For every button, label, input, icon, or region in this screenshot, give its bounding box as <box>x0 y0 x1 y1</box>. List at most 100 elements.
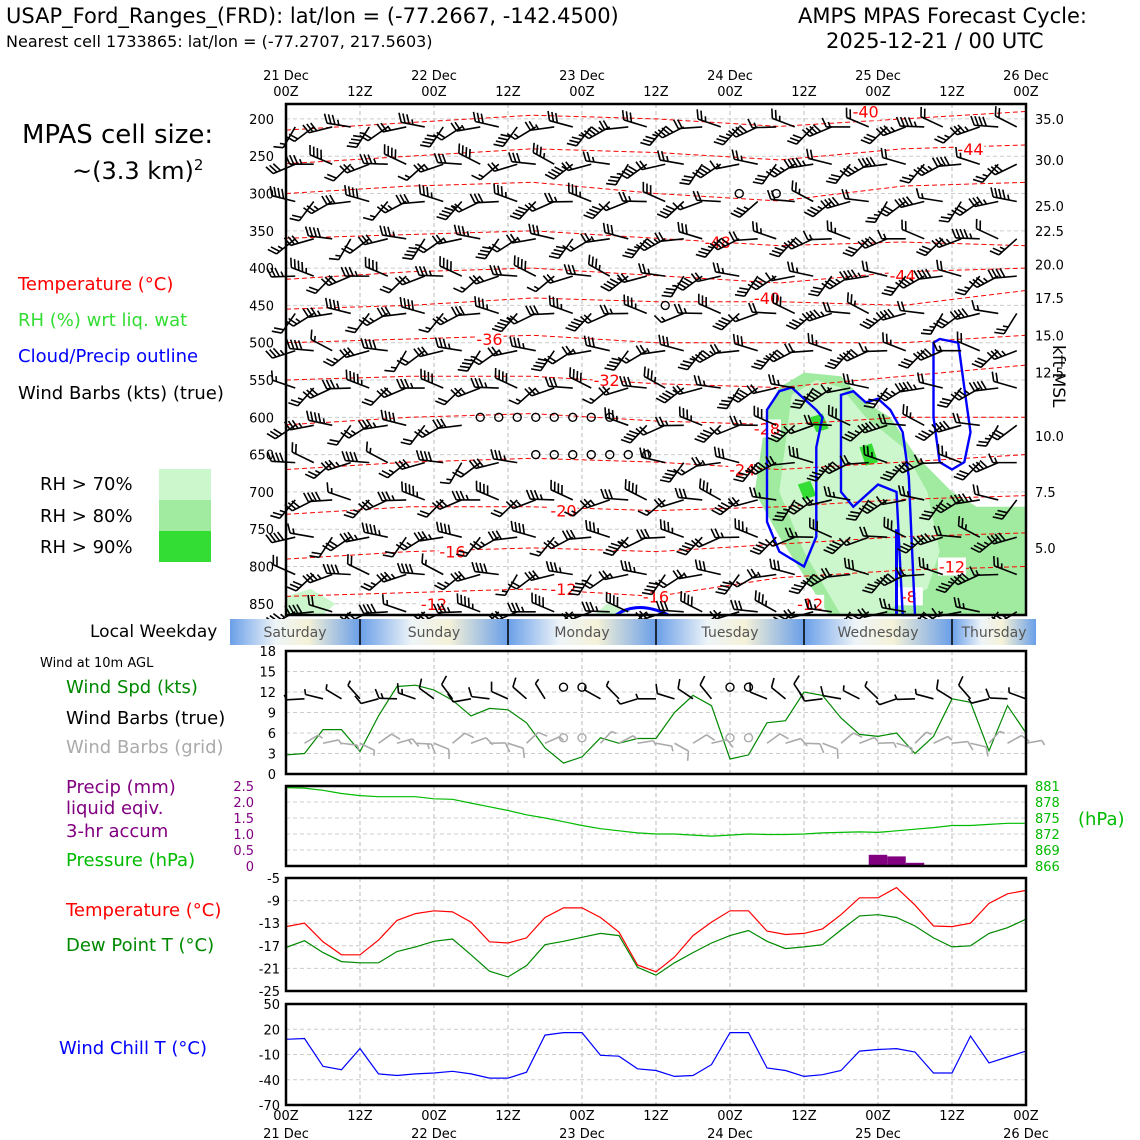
cross-section-wind-barb-flag <box>898 566 906 577</box>
cross-section-wind-barb-half <box>964 126 970 132</box>
cross-section-wind-barb-flag <box>916 166 926 175</box>
cross-section-wind-barb-flag <box>654 232 661 242</box>
cross-section-wind-barb-half <box>616 415 618 422</box>
cross-section-wind-barb-flag <box>957 309 965 318</box>
cross-section-wind-barb <box>916 238 944 257</box>
cross-section-wind-barb <box>341 450 370 464</box>
cross-section-wind-barb-flag <box>326 563 332 574</box>
cross-section-wind-barb-staff <box>439 499 463 511</box>
cross-section-wind-barb <box>563 263 592 277</box>
cross-section-wind-barb <box>383 144 407 165</box>
cross-section-wind-barb <box>583 200 611 220</box>
cross-section-wind-barb <box>764 272 795 282</box>
cross-section-wind-barb-flag <box>713 241 722 249</box>
cross-section-wind-barb <box>949 124 981 136</box>
cross-section-wind-barb-flag <box>289 339 295 350</box>
cross-section-wind-barb <box>915 188 943 203</box>
surface-wind-barb-true-staff <box>512 686 528 700</box>
cross-section-wind-barb <box>619 375 647 389</box>
cross-section-wind-barb-half <box>962 603 965 609</box>
cross-section-wind-barb-staff <box>456 233 481 240</box>
cross-section-wind-barb <box>618 191 647 203</box>
cross-section-wind-barb-flag <box>976 542 987 548</box>
cross-section-wind-barb <box>878 597 906 613</box>
cross-section-wind-barb-flag <box>290 257 293 268</box>
cross-section-wind-barb-flag <box>957 516 961 527</box>
cross-section-wind-barb-flag <box>473 356 483 363</box>
bottom-date-label: 24 Dec <box>707 1127 753 1140</box>
cross-section-wind-barb-half <box>280 271 284 277</box>
surface-wind-barb-grid-half <box>317 734 323 739</box>
cross-section-wind-barb-staff <box>315 275 333 294</box>
cross-section-wind-barb-flag <box>287 236 296 245</box>
cross-section-wind-barb-flag <box>677 282 687 289</box>
surface-wind-barb-true-staff <box>325 688 342 700</box>
cross-section-wind-barb-flag <box>816 520 818 531</box>
cross-section-wind-barb-flag <box>760 408 763 419</box>
chill-panel-frame <box>284 1002 1028 1107</box>
cross-section-wind-barb-half <box>442 316 449 322</box>
cross-section-wind-barb-flag <box>380 122 388 132</box>
cross-section-wind-barb-flag <box>277 187 281 198</box>
cross-section-wind-barb-flag <box>609 593 612 604</box>
cross-section-wind-barb-half <box>333 357 339 362</box>
cross-section-wind-barb-flag <box>849 348 859 357</box>
cross-section-wind-barb <box>358 603 388 615</box>
cross-section-wind-barb-flag <box>346 554 349 565</box>
cross-section-wind-barb-flag <box>488 245 498 253</box>
surface-wind-barb-grid-half <box>999 730 1006 734</box>
cross-section-wind-barb-half <box>430 192 433 198</box>
cross-section-wind-barb-flag <box>788 445 792 456</box>
cross-section-wind-barb <box>639 447 666 464</box>
cross-section-wind-barb-half <box>827 386 832 393</box>
cross-section-wind-barb <box>749 486 777 501</box>
surface-wind-barb-grid <box>544 736 565 744</box>
cross-section-wind-barb-flag <box>629 112 633 123</box>
cross-section-wind-barb-flag <box>529 305 535 315</box>
temp-label-bg <box>438 542 467 561</box>
cross-section-wind-barb-flag <box>824 364 835 370</box>
cross-section-wind-barb-flag <box>367 154 373 164</box>
cross-section-wind-barb-flag <box>436 603 443 613</box>
cross-section-wind-barb <box>491 312 518 333</box>
cross-section-wind-barb <box>857 236 888 249</box>
cross-section-wind-barb-flag <box>713 140 724 146</box>
cross-section-wind-barb-half <box>350 165 355 171</box>
cross-section-wind-barb-flag <box>302 575 311 584</box>
cross-section-wind-barb-flag <box>899 179 910 184</box>
cross-section-wind-barb-staff <box>920 116 944 128</box>
cross-section-wind-barb <box>339 163 370 174</box>
cross-section-wind-barb-flag <box>885 333 888 344</box>
hpa-unit: (hPa) <box>1078 809 1125 830</box>
cross-section-wind-barb-half <box>442 237 447 243</box>
surface-wind-barb-grid-staff <box>1025 739 1042 745</box>
cross-section-wind-barb-staff <box>514 264 537 277</box>
cross-section-wind-barb-flag <box>827 486 832 497</box>
cross-section-wind-barb-flag <box>913 454 920 464</box>
cross-section-wind-barb-staff <box>372 201 389 221</box>
cross-section-wind-barb <box>524 120 555 132</box>
pressure-hpa-tick-label: 881 <box>1035 780 1060 795</box>
cross-section-wind-barb-flag <box>975 218 978 229</box>
cross-section-wind-barb-flag <box>978 440 989 444</box>
cross-section-wind-barb <box>824 350 851 370</box>
cross-section-wind-barb-flag <box>924 533 932 542</box>
cross-section-wind-barb-flag <box>566 142 577 147</box>
cross-section-wind-barb <box>269 185 296 203</box>
cross-section-wind-barb-flag <box>812 519 815 530</box>
cross-section-wind-barb-flag <box>620 539 630 547</box>
cross-section-wind-barb-flag <box>875 127 884 137</box>
cross-section-wind-barb <box>600 488 629 501</box>
cross-section-wind-barb-flag <box>716 262 721 273</box>
precip-bar <box>868 854 888 866</box>
cross-section-wind-barb-flag <box>658 416 665 427</box>
cross-section-wind-barb-flag <box>765 456 772 466</box>
cross-section-wind-barb-flag <box>826 180 836 185</box>
surface-wind-barb-grid <box>914 731 932 744</box>
cross-section-wind-barb <box>827 404 851 427</box>
cross-section-wind-barb-flag <box>419 144 430 148</box>
cross-section-wind-barb <box>286 523 314 538</box>
cross-section-wind-barb-flag <box>494 449 499 460</box>
cross-section-wind-barb-flag <box>757 174 768 179</box>
cross-section-wind-barb-flag <box>398 275 407 284</box>
